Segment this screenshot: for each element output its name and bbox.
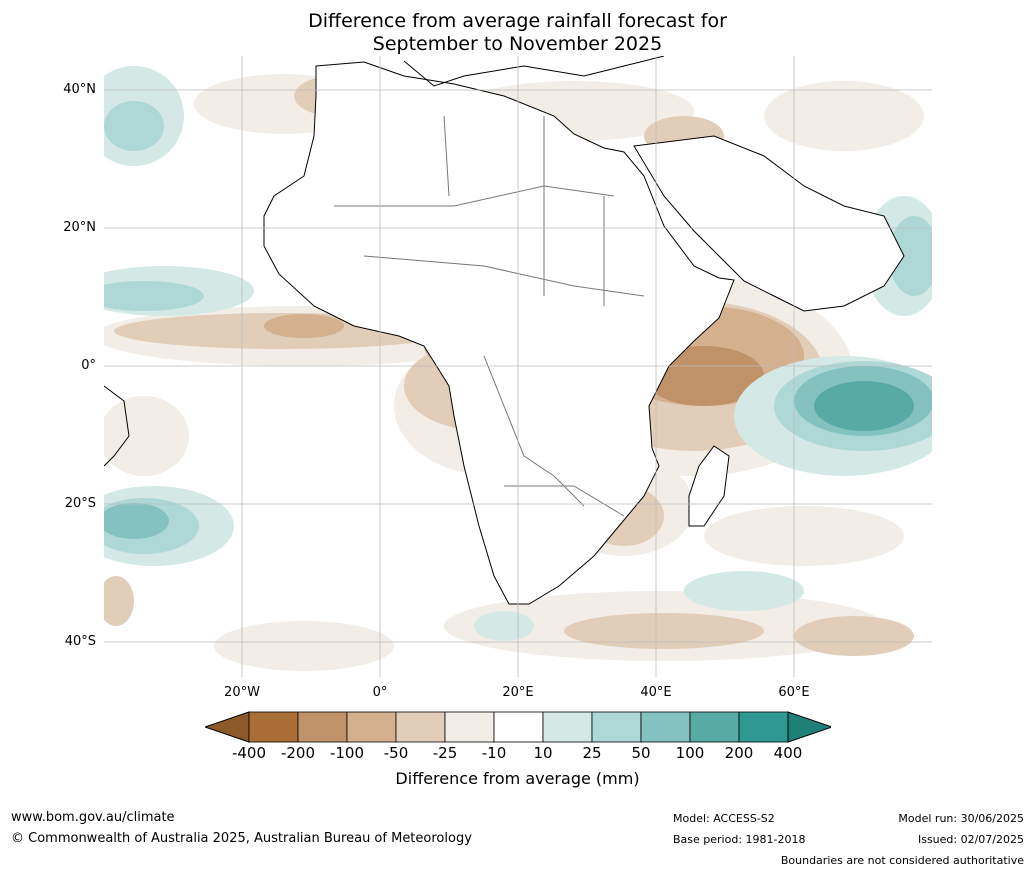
colorbar-tick-label: 25 [582,744,602,762]
colorbar-tick-label: 400 [773,744,803,762]
colorbar-cell [346,711,397,743]
lat-label-40s: 40°S [64,634,96,649]
colorbar-cell [738,711,789,743]
colorbar-tick-label: 100 [675,744,705,762]
colorbar-tick-label: -10 [481,744,507,762]
colorbar-cell [395,711,446,743]
land-outlines [104,56,905,605]
colorbar-cell [444,711,495,743]
colorbar-tick-label: -25 [432,744,458,762]
lat-label-20s: 20°S [64,496,96,511]
rainfall-map [104,56,932,677]
colorbar-cell [689,711,740,743]
colorbar-tick-label: -400 [231,744,267,762]
map-canvas [104,56,932,677]
graticule [104,56,932,677]
lon-label-20e: 20°E [502,685,534,700]
lat-label-20n: 20°N [63,220,96,235]
colorbar-tick-label: -50 [383,744,409,762]
footer-model: Model: ACCESS-S2 [673,812,775,825]
colorbar-tick-label: 50 [631,744,651,762]
lat-label-40n: 40°N [63,82,96,97]
lon-label-40e: 40°E [640,685,672,700]
colorbar [205,711,831,743]
colorbar-cell [493,711,544,743]
colorbar-tick-label: 200 [724,744,754,762]
lon-label-60e: 60°E [778,685,810,700]
colorbar-cell [640,711,691,743]
lon-label-0: 0° [372,685,388,700]
colorbar-title: Difference from average (mm) [395,769,640,788]
footer-model-run: Model run: 30/06/2025 [898,812,1024,825]
lon-label-20w: 20°W [224,685,260,700]
colorbar-cell [248,711,299,743]
colorbar-cell [297,711,348,743]
map-title: Difference from average rainfall forecas… [0,10,1035,56]
title-line-2: September to November 2025 [372,33,663,55]
footer-issued: Issued: 02/07/2025 [917,833,1024,846]
colorbar-tick-label: -200 [280,744,316,762]
lat-label-0: 0° [81,358,96,373]
footer-disclaimer: Boundaries are not considered authoritat… [780,854,1024,867]
colorbar-tick-label: 10 [533,744,553,762]
colorbar-cell [591,711,642,743]
colorbar-under-extension [205,711,250,743]
footer-copyright: © Commonwealth of Australia 2025, Austra… [11,831,472,846]
footer-base-period: Base period: 1981-2018 [673,833,806,846]
colorbar-cell [542,711,593,743]
colorbar-tick-label: -100 [329,744,365,762]
title-line-1: Difference from average rainfall forecas… [308,10,727,32]
footer-url: www.bom.gov.au/climate [11,810,175,825]
colorbar-over-extension [787,711,831,743]
